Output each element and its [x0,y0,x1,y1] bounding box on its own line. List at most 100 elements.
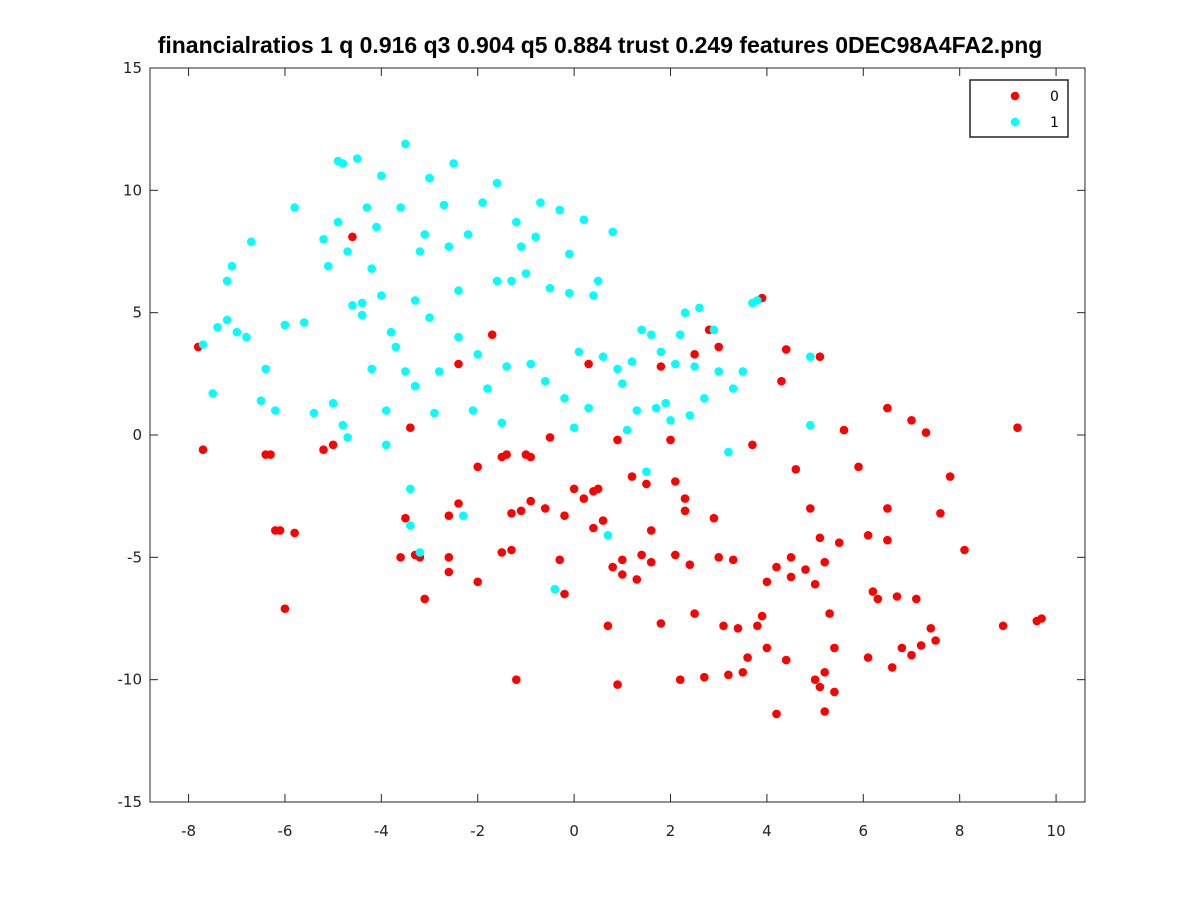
point-series-0-1 [198,445,208,455]
point-series-1-22 [338,420,348,430]
point-series-0-109 [839,425,849,435]
point-series-0-85 [762,577,772,587]
point-series-0-84 [757,611,767,621]
point-series-0-81 [748,440,757,450]
point-series-1-72 [526,359,535,369]
chart-title: financialratios 1 q 0.916 q3 0.904 q5 0.… [157,32,1043,58]
point-series-0-39 [560,511,569,520]
point-series-0-118 [887,663,897,672]
point-series-1-12 [280,320,290,330]
point-series-0-12 [401,513,410,523]
point-series-0-78 [733,624,743,633]
point-series-0-98 [810,675,820,684]
point-series-0-54 [632,575,642,584]
point-series-1-108 [695,303,704,313]
point-series-0-127 [931,636,940,645]
point-series-0-95 [801,565,810,574]
x-tick-label: 4 [762,822,772,840]
point-series-1-87 [593,276,603,286]
point-series-1-45 [410,296,420,305]
point-series-1-88 [598,352,608,362]
point-series-0-107 [830,643,839,653]
points-layer [193,139,1046,719]
point-series-1-79 [560,394,569,403]
point-series-1-30 [367,364,377,374]
point-series-0-24 [487,330,497,340]
point-series-1-36 [381,440,391,450]
point-series-1-73 [531,232,540,242]
point-series-0-100 [815,533,825,543]
point-series-1-77 [550,584,560,594]
point-series-1-110 [709,325,719,335]
point-series-1-16 [319,235,328,244]
point-series-0-94 [791,465,801,474]
point-series-0-59 [656,619,666,628]
point-series-0-80 [743,653,752,662]
point-series-0-20 [454,359,463,369]
point-series-1-111 [714,367,723,376]
point-series-0-114 [873,594,883,604]
point-series-0-30 [512,675,521,684]
x-tick-label: -8 [181,822,196,840]
point-series-1-100 [656,347,666,357]
x-tick-label: 0 [569,822,579,840]
point-series-1-60 [468,406,478,415]
point-series-0-122 [907,416,916,425]
point-series-0-96 [806,504,815,513]
point-series-1-17 [324,261,333,271]
point-series-1-56 [454,286,463,295]
point-series-0-42 [584,359,593,369]
point-series-0-8 [319,445,328,455]
point-series-0-132 [1013,423,1022,433]
point-series-0-79 [738,668,748,677]
legend-marker-1 [1010,117,1020,127]
point-series-0-13 [406,423,415,433]
point-series-1-118 [806,352,815,362]
point-series-1-27 [357,298,367,308]
point-series-1-91 [613,364,622,374]
point-series-1-10 [261,364,271,374]
point-series-0-57 [646,557,656,567]
point-series-0-34 [526,496,535,506]
point-series-0-134 [1037,614,1046,623]
point-series-1-6 [232,327,242,337]
y-tick-label: 0 [132,426,142,444]
point-series-1-99 [651,403,661,413]
point-series-1-11 [271,406,280,415]
point-series-0-62 [671,550,680,560]
point-series-0-5 [275,526,285,535]
point-series-1-102 [666,416,675,425]
point-series-0-60 [656,362,666,371]
point-series-1-92 [618,379,627,388]
point-series-1-38 [391,342,401,352]
point-series-0-48 [608,562,617,572]
point-series-0-55 [637,550,646,560]
point-series-0-6 [280,604,290,613]
point-series-1-5 [227,261,237,271]
point-series-0-124 [916,641,926,650]
point-series-1-13 [290,203,299,212]
legend-label-0: 0 [1050,89,1059,105]
plot-area [150,68,1085,802]
point-series-1-8 [246,237,256,246]
point-series-0-36 [545,433,555,442]
point-series-0-86 [762,643,772,653]
point-series-1-21 [338,159,348,168]
point-series-0-121 [907,650,916,660]
point-series-0-123 [912,594,921,604]
point-series-1-4 [222,276,232,286]
point-series-1-64 [492,276,502,286]
point-series-0-82 [753,621,762,631]
point-series-0-38 [560,589,569,599]
point-series-0-117 [883,535,892,545]
point-series-0-93 [786,572,796,582]
point-series-0-17 [444,511,454,520]
point-series-1-117 [806,420,815,430]
legend-marker-0 [1010,91,1020,101]
point-series-0-67 [685,560,695,569]
point-series-1-82 [569,423,579,433]
point-series-1-71 [521,269,531,278]
point-series-1-107 [690,362,699,371]
point-series-0-21 [454,499,463,508]
point-series-1-50 [425,313,434,322]
